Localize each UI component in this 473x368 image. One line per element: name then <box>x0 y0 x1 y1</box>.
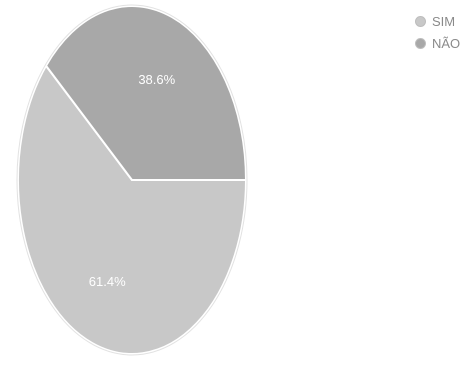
legend: SIM NÃO <box>415 10 460 54</box>
pie-outline <box>16 4 248 356</box>
legend-label-nao: NÃO <box>432 35 461 51</box>
pie-slices <box>16 4 248 356</box>
legend-label-sim: SIM <box>432 13 456 29</box>
legend-swatch-sim <box>415 15 426 27</box>
pie-slice-nao-label: 38.6% <box>138 72 175 87</box>
pie-slice-sim-label: 61.4% <box>89 274 126 289</box>
legend-item-sim[interactable]: SIM <box>415 10 460 32</box>
pie-slice-labels: 61.4% 38.6% <box>89 72 176 289</box>
legend-swatch-nao <box>415 37 426 49</box>
pie-slice-nao[interactable] <box>44 5 248 181</box>
pie-slice-sim[interactable] <box>17 63 248 355</box>
legend-item-nao[interactable]: NÃO <box>415 32 460 54</box>
